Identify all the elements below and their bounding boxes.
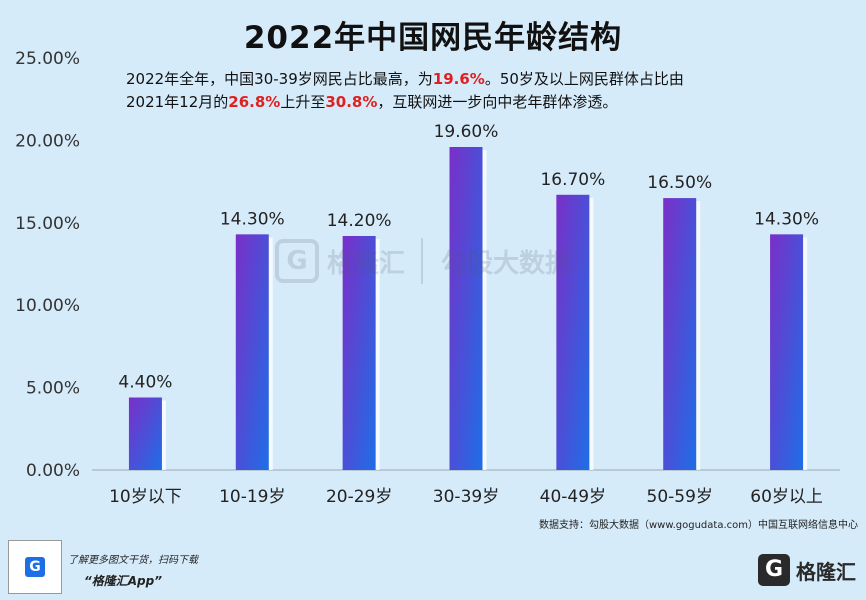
brand-logo-icon: G	[758, 554, 790, 586]
bar-value-label: 4.40%	[118, 372, 172, 392]
bar-value-label: 16.50%	[647, 173, 712, 193]
qr-code-icon: G	[8, 540, 62, 594]
brand-name: 格隆汇	[796, 559, 856, 584]
bar	[556, 194, 590, 470]
promo-app-name: “格隆汇App”	[84, 574, 162, 588]
annotation-highlight: 26.8%	[228, 93, 281, 111]
bar-value-labels: 4.40% 14.30% 14.20% 19.60% 16.70% 16.50% 14.30…	[118, 122, 819, 392]
annotation-text: ，互联网进一步向中老年群体渗透。	[377, 93, 618, 111]
promo-text: 了解更多图文干货，扫码下载	[68, 555, 198, 566]
x-tick-label: 40-49岁	[540, 487, 606, 507]
y-tick-label: 0.00%	[26, 461, 80, 481]
annotation-highlight: 30.8%	[325, 93, 378, 111]
x-tick-label: 30-39岁	[433, 487, 499, 507]
annotation-text: 2022年全年，中国30-39岁网民占比最高，为	[126, 70, 433, 88]
x-tick-label: 20-29岁	[326, 487, 392, 507]
data-source: 数据支持：勾股大数据（www.gogudata.com）中国互联网络信息中心	[538, 520, 858, 531]
y-axis-labels: 0.00% 5.00% 10.00% 15.00% 20.00% 25.00%	[15, 49, 80, 481]
y-tick-label: 10.00%	[15, 296, 80, 316]
annotation-highlight: 19.6%	[432, 70, 485, 88]
x-axis-labels: 10岁以下 10-19岁 20-29岁 30-39岁 40-49岁 50-59岁 60岁以上	[109, 487, 823, 507]
bar-chart: 0.00% 5.00% 10.00% 15.00% 20.00% 25.00% 4.40%…	[15, 49, 840, 507]
y-tick-label: 20.00%	[15, 131, 80, 151]
bars	[128, 146, 808, 470]
annotation-text: 。50岁及以上网民群体占比由	[484, 70, 684, 88]
qr-logo-icon: G	[25, 557, 45, 577]
brand-logo: G 格隆汇	[758, 551, 856, 589]
bar	[235, 234, 269, 470]
bar	[449, 146, 483, 470]
x-tick-label: 60岁以上	[750, 487, 823, 507]
x-tick-label: 10-19岁	[219, 487, 285, 507]
bar	[770, 234, 804, 470]
bar-value-label: 14.20%	[327, 211, 392, 231]
bar-value-label: 16.70%	[540, 170, 605, 190]
x-tick-label: 50-59岁	[647, 487, 713, 507]
bar-value-label: 14.30%	[754, 209, 819, 229]
bar	[342, 235, 376, 470]
annotation-text: 2021年12月的	[126, 93, 229, 111]
x-tick-label: 10岁以下	[109, 487, 182, 507]
y-tick-label: 25.00%	[15, 49, 80, 69]
bar-value-label: 19.60%	[434, 122, 499, 142]
y-tick-label: 15.00%	[15, 214, 80, 234]
y-tick-label: 5.00%	[26, 379, 80, 399]
annotation-text: 上升至	[280, 93, 326, 111]
bar	[128, 397, 162, 470]
chart-annotation: 2022年全年，中国30-39岁网民占比最高，为19.6%。50岁及以上网民群体…	[126, 68, 826, 114]
chart-title: 2022年中国网民年龄结构	[243, 20, 623, 56]
bar	[663, 198, 697, 470]
bar-value-label: 14.30%	[220, 209, 285, 229]
